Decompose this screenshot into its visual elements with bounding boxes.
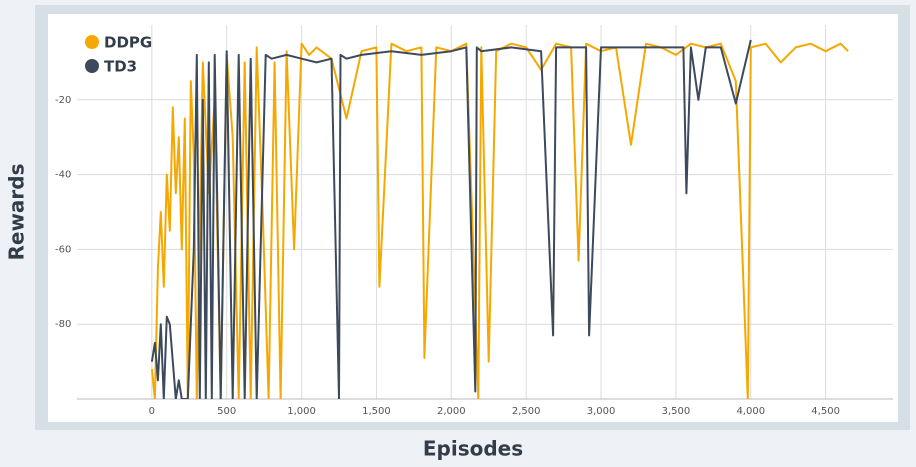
x-tick-label: 3,000 [587, 406, 616, 417]
y-tick-label: -40 [55, 170, 71, 181]
legend-marker [85, 35, 99, 49]
y-tick-label: -80 [55, 319, 71, 330]
series-line [150, 42, 849, 399]
x-tick-label: 4,500 [811, 406, 840, 417]
x-tick-label: 2,500 [512, 406, 541, 417]
legend-label: DDPG [104, 34, 152, 52]
x-tick-label: 2,000 [437, 406, 466, 417]
y-tick-label: -60 [55, 244, 71, 255]
y-tick-label: -20 [55, 95, 71, 106]
x-tick-label: 4,000 [736, 406, 765, 417]
x-tick-label: 3,500 [662, 406, 691, 417]
x-tick-label: 1,000 [287, 406, 316, 417]
x-axis-title: Episodes [423, 437, 523, 461]
y-axis-title: Rewards [5, 163, 29, 260]
x-tick-label: 0 [149, 406, 155, 417]
legend-marker [85, 59, 99, 73]
legend-label: TD3 [104, 58, 137, 76]
x-tick-label: 500 [217, 406, 236, 417]
x-tick-label: 1,500 [362, 406, 391, 417]
series-line [150, 39, 752, 399]
